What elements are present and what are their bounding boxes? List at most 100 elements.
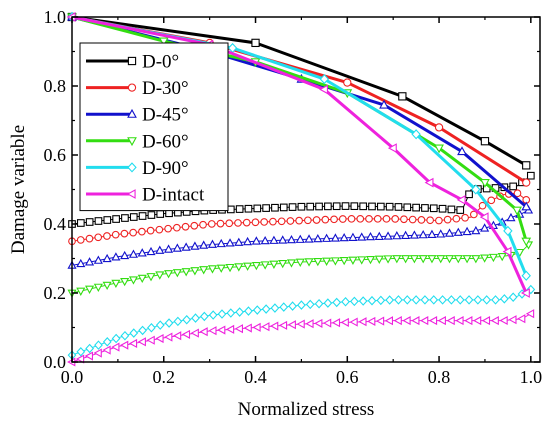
data-point-marker bbox=[155, 320, 165, 330]
data-point-marker bbox=[392, 255, 402, 264]
data-point-marker bbox=[367, 295, 377, 306]
data-point-marker bbox=[385, 202, 394, 211]
data-point-marker bbox=[216, 219, 225, 228]
data-point-marker bbox=[376, 202, 385, 211]
data-point-marker bbox=[128, 276, 139, 285]
data-point-marker bbox=[323, 298, 333, 308]
data-point-marker bbox=[522, 161, 531, 170]
data-point-marker bbox=[464, 316, 473, 326]
y-axis-title: Damage variable bbox=[8, 125, 29, 254]
data-point-marker bbox=[234, 237, 244, 246]
data-point-marker bbox=[242, 218, 251, 227]
data-point-marker bbox=[251, 236, 261, 245]
series-1 bbox=[67, 12, 531, 246]
data-point-marker bbox=[138, 227, 146, 236]
data-point-marker bbox=[402, 316, 411, 326]
data-point-marker bbox=[172, 223, 181, 232]
data-point-marker bbox=[225, 324, 235, 334]
data-point-marker bbox=[332, 202, 341, 211]
legend: D-0° D-30° D-45° D-60° D-90° D-intact bbox=[79, 42, 229, 212]
data-point-marker bbox=[462, 255, 472, 264]
data-point-marker bbox=[356, 214, 365, 223]
data-point-marker bbox=[173, 316, 183, 327]
data-point-marker bbox=[340, 317, 349, 327]
data-point-marker bbox=[508, 315, 517, 325]
data-point-marker bbox=[112, 215, 120, 223]
data-point-marker bbox=[471, 184, 481, 195]
data-point-marker bbox=[94, 217, 103, 225]
data-point-marker bbox=[270, 321, 279, 331]
data-point-marker bbox=[111, 279, 121, 289]
data-point-marker bbox=[520, 288, 530, 298]
data-point-marker bbox=[120, 340, 129, 350]
data-point-marker bbox=[217, 325, 226, 335]
data-point-marker bbox=[76, 347, 86, 357]
data-point-marker bbox=[253, 204, 262, 213]
data-point-marker bbox=[438, 295, 447, 305]
data-point-marker bbox=[304, 258, 314, 267]
data-point-marker bbox=[357, 232, 367, 241]
data-point-marker bbox=[444, 255, 455, 264]
data-point-marker bbox=[512, 206, 522, 216]
data-point-marker bbox=[469, 210, 478, 219]
data-point-marker bbox=[121, 214, 129, 222]
data-point-marker bbox=[367, 316, 376, 326]
data-point-marker bbox=[525, 309, 535, 319]
data-point-marker bbox=[376, 295, 386, 306]
data-point-marker bbox=[260, 235, 270, 245]
data-point-marker bbox=[383, 255, 393, 264]
data-point-marker bbox=[252, 305, 262, 315]
data-point-marker bbox=[421, 204, 429, 212]
data-point-marker bbox=[182, 314, 192, 325]
data-point-marker bbox=[481, 316, 491, 326]
data-point-marker bbox=[314, 298, 324, 309]
x-tick-label: 0.2 bbox=[153, 367, 176, 387]
data-point-marker bbox=[471, 225, 481, 235]
data-point-marker bbox=[128, 249, 139, 258]
data-point-marker bbox=[181, 268, 191, 277]
data-point-marker bbox=[368, 202, 376, 211]
data-point-marker bbox=[225, 263, 235, 273]
data-point-marker bbox=[462, 226, 472, 236]
data-point-marker bbox=[456, 194, 466, 205]
data-point-marker bbox=[190, 241, 200, 250]
data-point-marker bbox=[358, 296, 368, 306]
data-point-marker bbox=[103, 216, 112, 224]
data-point-marker bbox=[85, 218, 94, 226]
data-point-marker bbox=[191, 313, 200, 323]
data-point-marker bbox=[403, 203, 412, 212]
data-point-marker bbox=[279, 302, 289, 312]
data-point-marker bbox=[471, 255, 481, 264]
legend-label: D-30° bbox=[142, 78, 189, 99]
data-point-marker bbox=[269, 235, 279, 244]
data-point-marker bbox=[127, 83, 137, 92]
data-point-marker bbox=[304, 216, 312, 225]
x-axis-title: Normalized stress bbox=[238, 399, 375, 420]
data-point-marker bbox=[373, 214, 382, 223]
data-point-marker bbox=[447, 295, 456, 305]
data-point-marker bbox=[429, 204, 438, 213]
data-point-marker bbox=[286, 259, 297, 268]
data-point-marker bbox=[277, 217, 286, 226]
data-point-marker bbox=[129, 328, 139, 338]
data-point-marker bbox=[428, 316, 438, 326]
data-point-marker bbox=[235, 205, 244, 213]
data-point-marker bbox=[304, 234, 314, 243]
data-point-marker bbox=[319, 73, 330, 85]
data-point-marker bbox=[521, 270, 531, 281]
data-point-marker bbox=[411, 295, 421, 305]
data-point-marker bbox=[84, 351, 94, 361]
data-point-marker bbox=[262, 204, 270, 212]
data-point-marker bbox=[127, 162, 137, 173]
data-point-marker bbox=[120, 278, 130, 287]
data-point-marker bbox=[120, 250, 130, 260]
data-point-marker bbox=[392, 231, 402, 240]
data-point-marker bbox=[391, 215, 400, 223]
data-point-marker bbox=[479, 212, 489, 222]
data-point-marker bbox=[288, 301, 297, 311]
data-point-marker bbox=[444, 228, 455, 237]
data-point-marker bbox=[452, 214, 461, 223]
data-point-marker bbox=[155, 245, 165, 254]
data-point-marker bbox=[313, 257, 323, 267]
data-point-marker bbox=[412, 203, 420, 212]
